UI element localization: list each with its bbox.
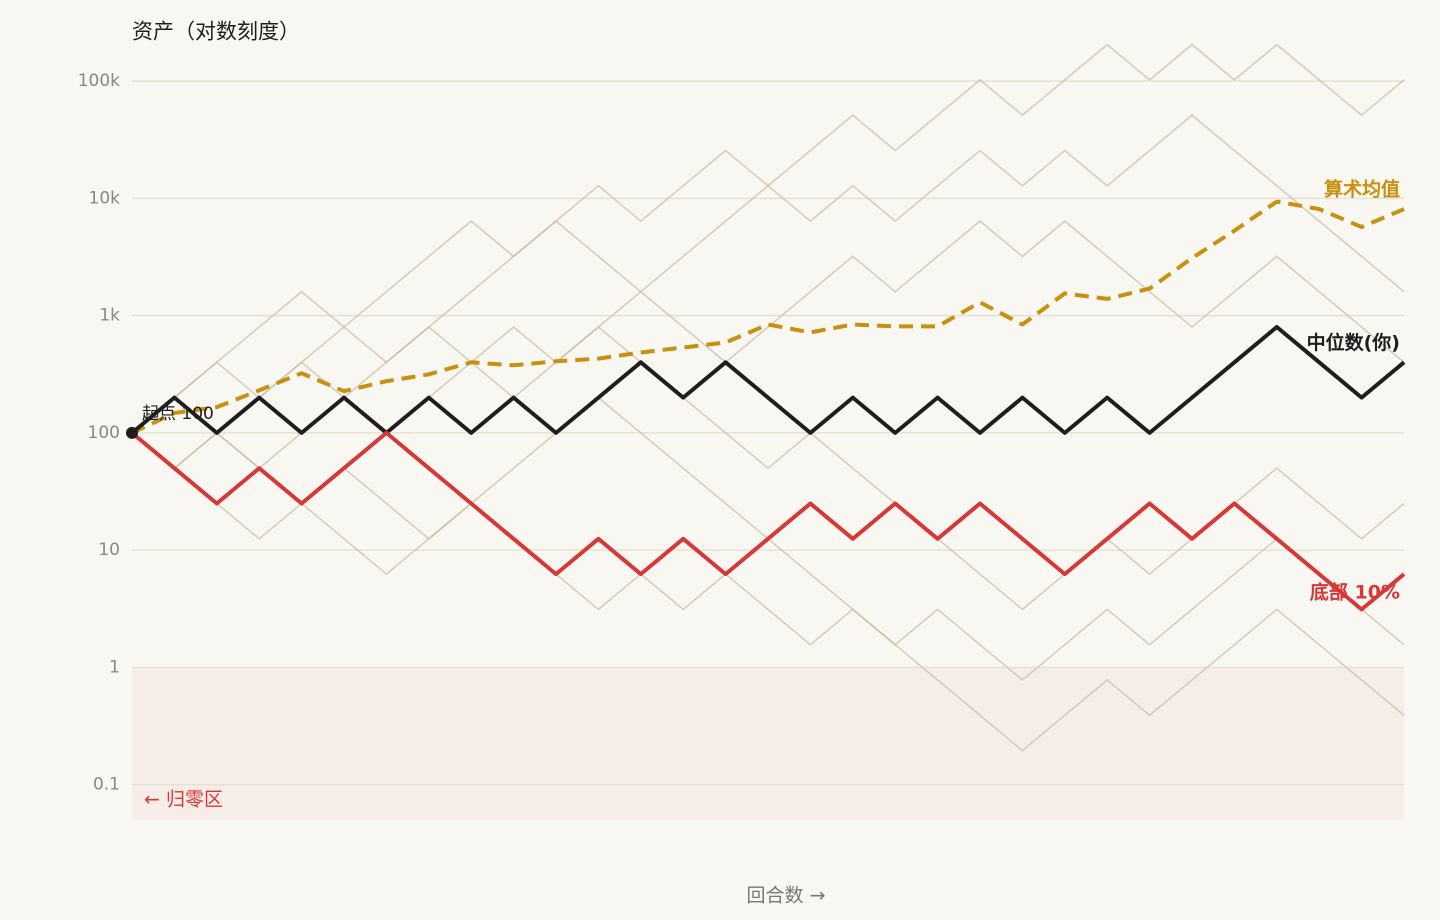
series-line [131, 199, 1405, 435]
y-tick-label: 100k [78, 71, 120, 91]
chart-title: 资产（对数刻度） [132, 20, 300, 44]
background-path [131, 43, 1405, 434]
background-path [131, 432, 1405, 682]
y-tick-label: 1 [109, 657, 120, 677]
ruin-zone [132, 667, 1404, 820]
start-label: 起点 100 [142, 404, 214, 424]
ruin-label: ← 归零区 [144, 789, 223, 811]
background-path [131, 325, 1405, 611]
y-tick-label: 1k [99, 306, 120, 326]
series-label: 底部 10% [1310, 581, 1400, 604]
background-path [131, 114, 1405, 434]
y-tick-label: 0.1 [93, 775, 120, 795]
series-label: 中位数(你) [1307, 331, 1400, 354]
series-line [130, 325, 1406, 435]
y-tick-label: 100 [88, 423, 120, 443]
series-line [130, 430, 1406, 612]
x-axis-label: 回合数 → [747, 885, 826, 907]
series-label: 算术均值 [1324, 178, 1400, 201]
y-tick-label: 10k [89, 188, 121, 208]
y-tick-label: 10 [98, 540, 120, 560]
start-point [126, 426, 138, 439]
